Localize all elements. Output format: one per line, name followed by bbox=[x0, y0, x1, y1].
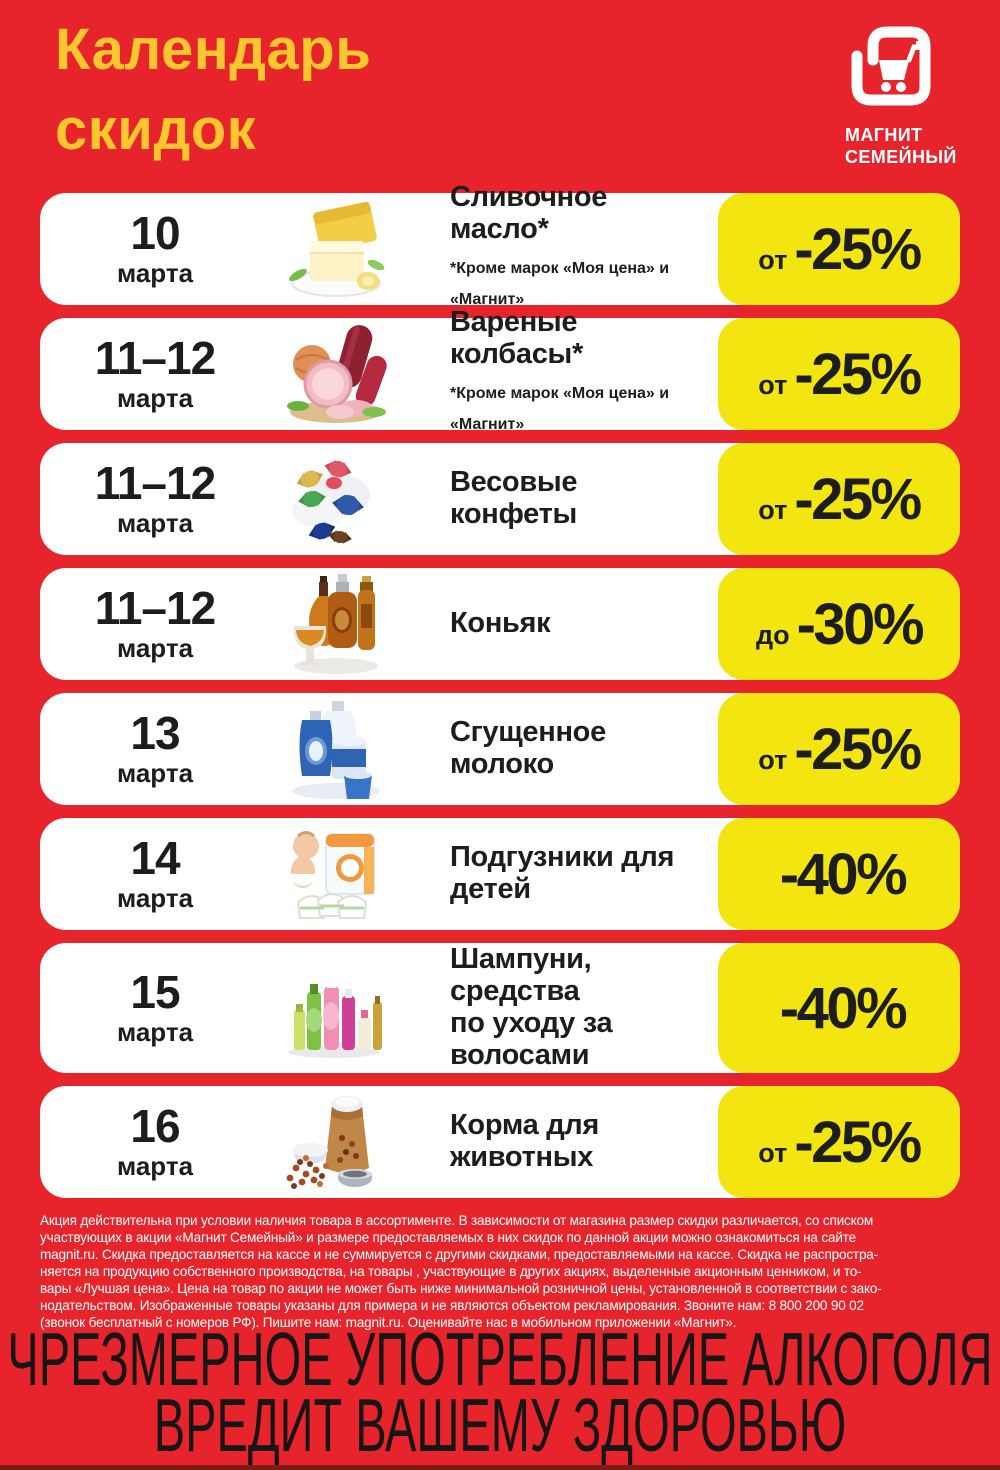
page-title: Календарь скидок bbox=[55, 17, 372, 162]
discount-row-diapers: 14 марта Подгузники для детей bbox=[40, 818, 960, 930]
date-month: марта bbox=[116, 1017, 194, 1048]
discount-badge: -40% bbox=[718, 943, 960, 1073]
product-info: Корма для животных bbox=[400, 1109, 960, 1174]
date-cell: 16 марта bbox=[40, 1103, 270, 1181]
discount-value: -30% bbox=[796, 591, 925, 657]
product-name: Подгузники для детей bbox=[450, 841, 675, 905]
discount-row-condensed-milk: 13 марта Сгущенное молоко от -25% bbox=[40, 693, 960, 805]
product-info: Подгузники для детей bbox=[400, 841, 960, 906]
product-name: Весовые конфеты bbox=[450, 466, 578, 530]
product-info: Шампуни, средства по уходу за волосами bbox=[400, 943, 960, 1072]
product-info: Сгущенное молоко bbox=[400, 716, 960, 781]
discount-value: -25% bbox=[794, 466, 922, 532]
legal-line: Акция действительна при условии наличия … bbox=[40, 1213, 873, 1228]
product-note: *Кроме марок «Моя цена» и «Магнит» bbox=[450, 260, 670, 309]
discount-value: -40% bbox=[779, 975, 908, 1041]
date-month: марта bbox=[116, 383, 194, 414]
legal-line: magnit.ru. Скидка предоставляется на кас… bbox=[40, 1247, 878, 1262]
legal-text: Акция действительна при условии наличия … bbox=[40, 1212, 975, 1331]
discount-badge: -40% bbox=[718, 818, 960, 930]
date-month: марта bbox=[116, 633, 194, 664]
legal-line: (звонок бесплатный с номеров РФ). Пишите… bbox=[40, 1315, 737, 1330]
date-number: 11–12 bbox=[94, 332, 216, 385]
date-month: марта bbox=[116, 258, 194, 289]
date-cell: 15 марта bbox=[40, 969, 270, 1047]
product-name: Коньяк bbox=[450, 607, 551, 640]
discount-badge: от -25% bbox=[718, 693, 960, 805]
brand-name: МАГНИТ СЕМЕЙНЫЙ bbox=[845, 125, 957, 167]
product-info: Сливочное масло* *Кроме марок «Моя цена»… bbox=[400, 182, 960, 315]
discount-badge: до -30% bbox=[718, 568, 960, 680]
date-cell: 11–12 марта bbox=[40, 335, 270, 413]
discount-value: -25% bbox=[794, 216, 922, 282]
date-month: марта bbox=[116, 1151, 194, 1182]
legal-line: нодательством. Изображенные товары указа… bbox=[40, 1298, 864, 1313]
date-number: 11–12 bbox=[94, 457, 216, 510]
alcohol-warning: ЧРЕЗМЕРНОЕ УПОТРЕБЛЕНИЕ АЛКОГОЛЯ ВРЕДИТ … bbox=[7, 1316, 993, 1467]
product-name: Сгущенное молоко bbox=[450, 716, 606, 780]
discount-row-shampoo: 15 марта Шампуни, средства по уходу за в… bbox=[40, 943, 960, 1073]
date-cell: 13 марта bbox=[40, 710, 270, 788]
discount-badge: от -25% bbox=[718, 443, 960, 555]
date-month: марта bbox=[116, 883, 194, 914]
shampoo-product-image bbox=[270, 958, 400, 1058]
date-number: 14 bbox=[130, 832, 180, 885]
product-info: Вареные колбасы* *Кроме марок «Моя цена»… bbox=[400, 307, 960, 440]
date-cell: 10 марта bbox=[40, 210, 270, 288]
discount-prefix: от bbox=[758, 369, 788, 400]
discount-value: -40% bbox=[779, 841, 908, 907]
cognac-product-image bbox=[270, 574, 400, 674]
date-cell: 11–12 марта bbox=[40, 585, 270, 663]
product-info: Коньяк bbox=[400, 607, 960, 640]
discount-prefix: от bbox=[758, 1137, 788, 1168]
condensed-milk-product-image bbox=[270, 699, 400, 799]
legal-line: няется на продукцию собственного произво… bbox=[40, 1264, 862, 1279]
discount-value: -25% bbox=[794, 1109, 922, 1175]
discount-prefix: от bbox=[758, 244, 788, 275]
discount-prefix: от bbox=[758, 494, 788, 525]
product-name: Корма для животных bbox=[450, 1109, 600, 1173]
product-name: Сливочное масло* bbox=[450, 181, 608, 246]
discount-row-sausages: 11–12 марта Варен bbox=[40, 307, 960, 433]
discount-badge: от -25% bbox=[718, 193, 960, 305]
discount-prefix: до bbox=[755, 619, 790, 650]
date-month: марта bbox=[116, 758, 194, 789]
discount-badge: от -25% bbox=[718, 1086, 960, 1198]
pet-food-product-image bbox=[270, 1092, 400, 1192]
date-number: 15 bbox=[130, 966, 180, 1019]
date-number: 11–12 bbox=[94, 582, 216, 635]
discount-value: -25% bbox=[794, 716, 922, 782]
discount-value: -25% bbox=[794, 341, 922, 407]
discount-row-pet-food: 16 марта Корма для животных от bbox=[40, 1086, 960, 1198]
discount-row-candies: 11–12 марта Весовые конфеты bbox=[40, 443, 960, 555]
product-name: Шампуни, средства по уходу за волосами bbox=[450, 943, 613, 1071]
discount-rows: 10 марта bbox=[40, 182, 960, 1198]
date-number: 10 bbox=[130, 207, 180, 260]
butter-product-image bbox=[270, 199, 400, 299]
date-month: марта bbox=[116, 508, 194, 539]
brand-logo-block: МАГНИТ СЕМЕЙНЫЙ bbox=[845, 20, 957, 168]
product-name: Вареные колбасы* bbox=[450, 306, 583, 371]
bottom-edge-strip bbox=[0, 1465, 1000, 1470]
discount-prefix: от bbox=[758, 744, 788, 775]
discount-badge: от -25% bbox=[718, 318, 960, 430]
legal-line: вары «Лучшая цена». Цена на товар по акц… bbox=[40, 1281, 882, 1296]
date-number: 13 bbox=[130, 707, 180, 760]
date-cell: 11–12 марта bbox=[40, 460, 270, 538]
date-cell: 14 марта bbox=[40, 835, 270, 913]
date-number: 16 bbox=[130, 1100, 180, 1153]
sausages-product-image bbox=[270, 324, 400, 424]
discount-row-cognac: 11–12 марта Коньяк до -30% bbox=[40, 568, 960, 680]
product-note: *Кроме марок «Моя цена» и «Магнит» bbox=[450, 385, 670, 434]
product-info: Весовые конфеты bbox=[400, 466, 960, 531]
candies-product-image bbox=[270, 449, 400, 549]
discount-row-butter: 10 марта bbox=[40, 182, 960, 308]
magnit-cart-logo-icon bbox=[851, 26, 931, 106]
legal-line: участвующих в акции «Магнит Семейный» и … bbox=[40, 1230, 856, 1245]
diapers-product-image bbox=[270, 824, 400, 924]
